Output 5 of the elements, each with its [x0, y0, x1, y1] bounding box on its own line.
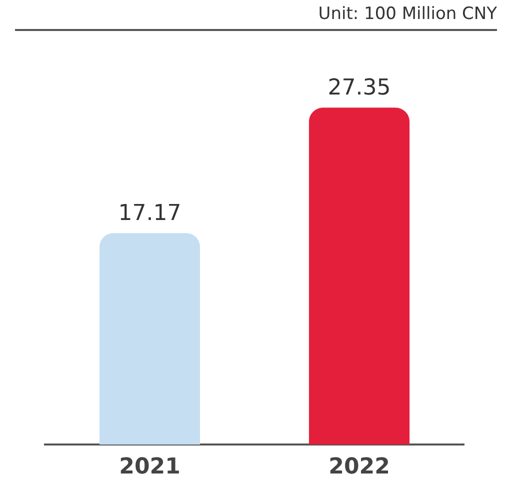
text: Unit: 100 Million CNY [318, 4, 497, 24]
x-tick-label: 2022 [328, 454, 390, 480]
data-label: 27.35 [328, 75, 391, 100]
data-label: 17.17 [118, 200, 182, 226]
x-tick-label: 2021 [119, 454, 180, 480]
